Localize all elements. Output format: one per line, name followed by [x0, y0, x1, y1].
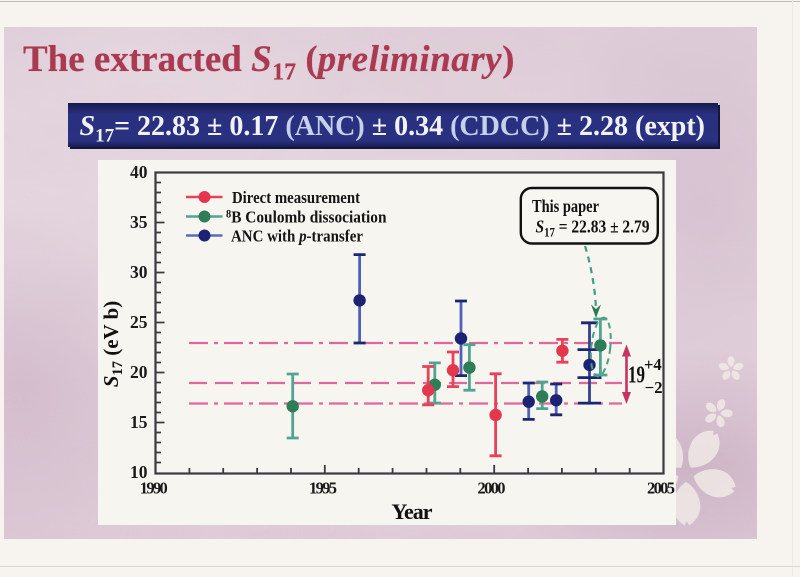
svg-text:8B Coulomb dissociation: 8B Coulomb dissociation: [226, 207, 387, 226]
svg-text:2005: 2005: [647, 479, 675, 498]
svg-text:2000: 2000: [478, 479, 506, 498]
svg-text:20: 20: [130, 362, 148, 382]
svg-text:1995: 1995: [309, 479, 337, 498]
svg-text:10: 10: [130, 462, 148, 482]
svg-text:15: 15: [130, 412, 148, 432]
svg-text:35: 35: [130, 212, 148, 232]
svg-text:1990: 1990: [140, 479, 168, 498]
svg-text:−2: −2: [645, 378, 663, 397]
svg-text:30: 30: [130, 262, 148, 282]
svg-text:This paper: This paper: [532, 196, 599, 216]
svg-text:+4: +4: [644, 355, 662, 374]
svg-text:Direct measurement: Direct measurement: [232, 188, 360, 207]
svg-text:S17 (eV b): S17 (eV b): [99, 301, 126, 387]
svg-text:40: 40: [130, 162, 148, 182]
svg-text:ANC with p-transfer: ANC with p-transfer: [231, 227, 363, 246]
svg-text:25: 25: [130, 312, 148, 332]
svg-text:19: 19: [628, 363, 645, 389]
svg-text:Year: Year: [392, 499, 433, 524]
svg-text:S17 = 22.83 ± 2.79: S17 = 22.83 ± 2.79: [536, 217, 650, 240]
